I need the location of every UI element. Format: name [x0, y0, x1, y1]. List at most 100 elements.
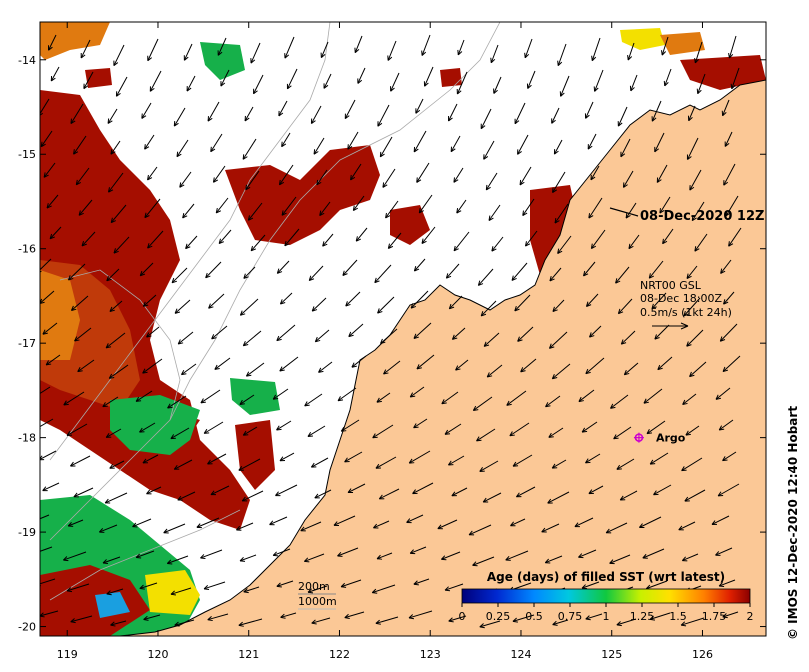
wind-arrow [347, 483, 366, 494]
wind-arrow [63, 391, 85, 406]
wind-arrow [276, 420, 292, 431]
wind-arrow [40, 546, 53, 552]
wind-arrow [304, 393, 323, 407]
wind-arrow [687, 105, 696, 122]
wind-arrow [215, 197, 229, 214]
wind-arrow [105, 428, 122, 438]
wind-arrow [207, 101, 220, 122]
wind-arrow [75, 167, 90, 186]
lon-tick-label: 120 [147, 648, 168, 661]
wind-arrow [722, 451, 737, 462]
wind-arrow [413, 322, 432, 339]
wind-arrow [490, 44, 499, 64]
wind-arrow [516, 486, 536, 498]
wind-arrow [113, 44, 125, 67]
wind-arrow [723, 291, 735, 305]
wind-arrow [171, 267, 188, 284]
wind-arrow [663, 68, 672, 87]
wind-arrow [108, 364, 129, 379]
wind-arrow [374, 264, 392, 284]
wind-arrow [551, 363, 571, 380]
wind-arrow [724, 131, 733, 147]
timestamp-pointer [609, 207, 639, 217]
wind-arrow [585, 613, 603, 621]
lon-tick-label: 124 [510, 648, 531, 661]
wind-arrow [212, 165, 226, 183]
wind-arrow [390, 72, 400, 92]
wind-arrow [681, 457, 703, 472]
wind-arrow [139, 582, 158, 590]
wind-arrow [244, 106, 254, 122]
wind-arrow [522, 198, 535, 216]
colorbar-tick-label: 0 [459, 610, 466, 623]
wind-arrow [253, 74, 264, 95]
wind-arrow [512, 614, 535, 623]
wind-arrow [210, 133, 223, 153]
wind-arrow [416, 162, 430, 183]
wind-arrow [147, 38, 159, 62]
wind-arrow [616, 618, 637, 627]
wind-arrow [284, 36, 295, 59]
colorbar-tick-label: 1.75 [702, 610, 727, 623]
colorbar-ticks: 0 0.25 0.5 0.75 1 1.25 1.5 1.75 2 [459, 603, 754, 623]
wind-arrow [472, 396, 493, 411]
wind-arrow [243, 586, 260, 594]
wind-arrow [50, 66, 60, 82]
wind-arrow [627, 42, 635, 61]
wind-arrow [526, 70, 536, 89]
wind-arrow [554, 203, 569, 224]
wind-arrow [720, 259, 732, 274]
wind-arrow [314, 489, 332, 499]
wind-arrow [383, 360, 401, 375]
wind-arrow [238, 618, 263, 627]
wind-arrow [622, 170, 634, 188]
wind-arrow [43, 162, 56, 178]
wind-arrow [42, 482, 60, 492]
wind-arrow [110, 204, 127, 224]
wind-arrow [348, 323, 364, 338]
land [120, 80, 766, 636]
wind-arrow [654, 132, 665, 153]
wind-arrow [177, 491, 196, 501]
wind-arrow [477, 268, 494, 286]
wind-arrow [457, 39, 465, 56]
wind-arrow [728, 227, 742, 247]
wind-arrow [135, 550, 155, 559]
wind-arrow [613, 426, 632, 440]
wind-arrow [170, 427, 190, 440]
wind-arrow [66, 583, 90, 593]
wind-arrow [176, 139, 189, 158]
wind-arrow [493, 76, 502, 94]
wind-arrow [146, 486, 162, 495]
wind-arrow [506, 390, 527, 406]
wind-arrow [681, 553, 699, 562]
wind-arrow [548, 427, 564, 438]
wind-arrow [186, 75, 196, 92]
wind-arrow [416, 354, 435, 370]
wind-legend-line3: 0.5m/s (1kt 24h) [640, 306, 732, 319]
wind-arrow [276, 260, 290, 274]
wind-arrow [694, 233, 708, 252]
wind-arrow [107, 108, 118, 124]
wind-arrow [591, 37, 601, 62]
wind-arrow [587, 133, 597, 150]
wind-arrow [316, 169, 328, 186]
wind-arrow [472, 556, 495, 567]
wind-arrow [236, 522, 254, 531]
wind-arrow [376, 392, 391, 403]
wind-arrow [722, 355, 741, 373]
wind-arrow [68, 263, 86, 281]
wind-arrow [545, 395, 561, 408]
timestamp-label: 08-Dec-2020 12Z [640, 209, 764, 224]
wind-arrow [102, 396, 119, 408]
lon-axis: 119 120 121 122 123 124 125 126 [57, 22, 713, 661]
lon-tick-label: 126 [692, 648, 713, 661]
wind-arrow [409, 546, 427, 555]
wind-arrow [653, 484, 672, 496]
wind-arrow [585, 293, 599, 307]
wind-arrow [524, 230, 538, 247]
wind-arrow [450, 135, 461, 153]
wind-arrow [715, 547, 733, 556]
wind-arrow [723, 163, 736, 186]
